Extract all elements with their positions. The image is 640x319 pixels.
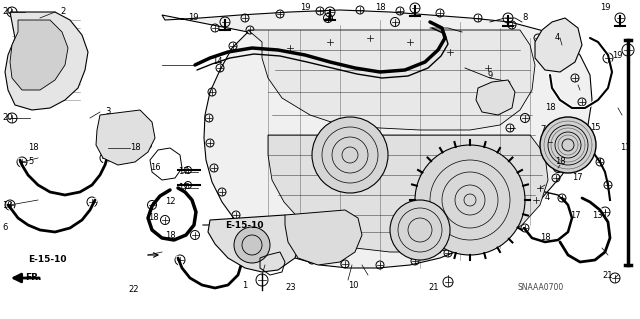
Text: 12: 12 <box>165 197 175 206</box>
Text: 18: 18 <box>165 231 175 240</box>
Text: 20: 20 <box>2 6 13 16</box>
Text: 11: 11 <box>620 144 630 152</box>
Text: 22: 22 <box>128 286 138 294</box>
Circle shape <box>540 117 596 173</box>
Circle shape <box>415 145 525 255</box>
Text: 18: 18 <box>28 144 38 152</box>
Text: 7: 7 <box>540 125 545 135</box>
Text: 18: 18 <box>545 103 556 113</box>
Text: 19: 19 <box>300 3 310 11</box>
Text: 18: 18 <box>540 234 550 242</box>
Polygon shape <box>248 30 535 130</box>
Text: 18: 18 <box>555 158 566 167</box>
Polygon shape <box>10 20 68 90</box>
Text: 23: 23 <box>285 284 296 293</box>
Polygon shape <box>285 210 362 265</box>
Text: 18: 18 <box>375 3 386 11</box>
Text: 4: 4 <box>555 33 560 42</box>
Text: E-15-10: E-15-10 <box>28 256 67 264</box>
Text: 21: 21 <box>602 271 612 279</box>
Text: 18: 18 <box>148 213 159 222</box>
Text: 15: 15 <box>590 123 600 132</box>
Text: 8: 8 <box>522 13 527 23</box>
Text: 5: 5 <box>28 158 33 167</box>
Text: 4: 4 <box>545 194 550 203</box>
Circle shape <box>390 200 450 260</box>
Text: 17: 17 <box>178 183 189 192</box>
Text: 14: 14 <box>212 57 223 66</box>
Polygon shape <box>5 12 88 110</box>
Text: 19: 19 <box>188 13 198 23</box>
Text: 17: 17 <box>570 211 580 219</box>
Polygon shape <box>96 110 155 165</box>
Text: 13: 13 <box>592 211 603 219</box>
Polygon shape <box>162 10 592 268</box>
Text: 20: 20 <box>2 114 13 122</box>
Polygon shape <box>208 215 300 272</box>
Text: 21: 21 <box>428 284 438 293</box>
Circle shape <box>312 117 388 193</box>
Text: FR.: FR. <box>25 273 42 283</box>
Text: 10: 10 <box>348 280 358 290</box>
Text: E-15-10: E-15-10 <box>225 220 264 229</box>
Polygon shape <box>535 18 582 72</box>
Text: 19: 19 <box>612 50 623 60</box>
Text: 17: 17 <box>178 167 189 176</box>
Polygon shape <box>268 135 548 252</box>
Text: 18: 18 <box>130 144 141 152</box>
Text: 9: 9 <box>488 70 493 79</box>
Text: 16: 16 <box>150 164 161 173</box>
Text: 3: 3 <box>105 108 110 116</box>
Text: 18: 18 <box>2 201 13 210</box>
Circle shape <box>234 227 270 263</box>
Text: SNAAA0700: SNAAA0700 <box>518 284 564 293</box>
Text: 6: 6 <box>2 224 8 233</box>
Text: 19: 19 <box>600 3 611 11</box>
Polygon shape <box>476 80 515 115</box>
Text: 2: 2 <box>60 6 65 16</box>
Text: 17: 17 <box>572 174 582 182</box>
Text: 1: 1 <box>242 280 247 290</box>
